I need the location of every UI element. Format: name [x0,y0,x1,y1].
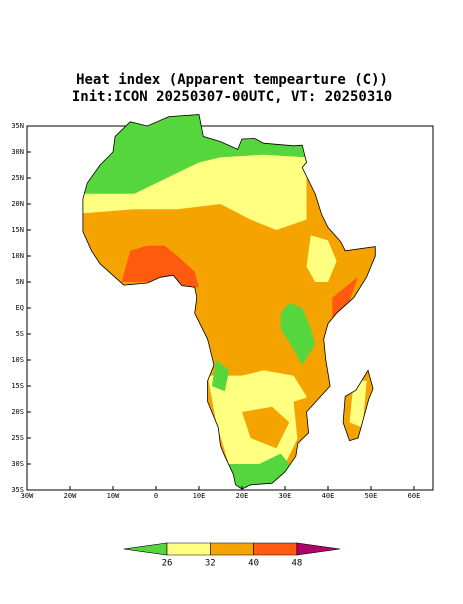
heat-zone [293,396,311,444]
lat-tick-label: 25N [11,174,24,182]
heat-zone [280,302,316,366]
lat-tick-label: 30S [11,460,24,468]
coastline [82,114,376,490]
lat-tick-label: 20S [11,408,24,416]
heat-zone [121,245,199,288]
heat-zone [332,276,359,319]
lon-tick-label: 20E [236,492,249,500]
colorbar-segment [210,542,254,556]
lat-tick-label: 5N [16,278,24,286]
colorbar: 26 32 40 48 [123,542,341,569]
lon-tick-label: 30E [279,492,292,500]
heat-zone [82,154,307,230]
lon-tick-label: 0 [154,492,158,500]
heat-zone [306,235,337,282]
heat-zone [211,360,230,392]
title: Heat index (Apparent tempearture (C)) [76,72,388,88]
colorbar-segment [166,542,211,556]
coastline [82,114,376,490]
colorbar-label: 48 [291,559,302,569]
axes: 30W 20W 10W 0 10E 20E 30E 40E 50E 60E 35N 30N 25N 20N… [11,122,420,500]
lat-tick-label: 15S [11,382,24,390]
colorbar-segment [123,542,168,556]
lat-tick-label: 30N [11,148,24,156]
lat-tick-label: 5S [16,330,24,338]
lat-tick-label: 35N [11,122,24,130]
lat-tick-label: EQ [16,304,24,312]
lon-tick-label: 20W [64,492,77,500]
colorbar-segment [253,542,298,556]
colorbar-label: 32 [205,559,216,569]
lat-tick-label: 25S [11,434,24,442]
lon-tick-label: 50E [365,492,378,500]
colorbar-label: 40 [248,559,259,569]
lon-tick-label: 30W [21,492,34,500]
lon-tick-label: 60E [408,492,421,500]
colorbar-segment [296,542,341,556]
coastline [342,369,374,442]
lon-tick-label: 10E [193,492,206,500]
heat-zone [242,406,290,449]
subtitle: Init:ICON 20250307-00UTC, VT: 20250310 [72,89,392,105]
lat-tick-label: 10N [11,252,24,260]
lat-tick-label: 35S [11,486,24,494]
heat-zone [349,380,367,428]
lat-tick-label: 10S [11,356,24,364]
colorbar-label: 26 [162,559,173,569]
lat-tick-label: 15N [11,226,24,234]
lat-tick-label: 20N [11,200,24,208]
lon-tick-label: 40E [322,492,335,500]
lon-tick-label: 10W [107,492,120,500]
